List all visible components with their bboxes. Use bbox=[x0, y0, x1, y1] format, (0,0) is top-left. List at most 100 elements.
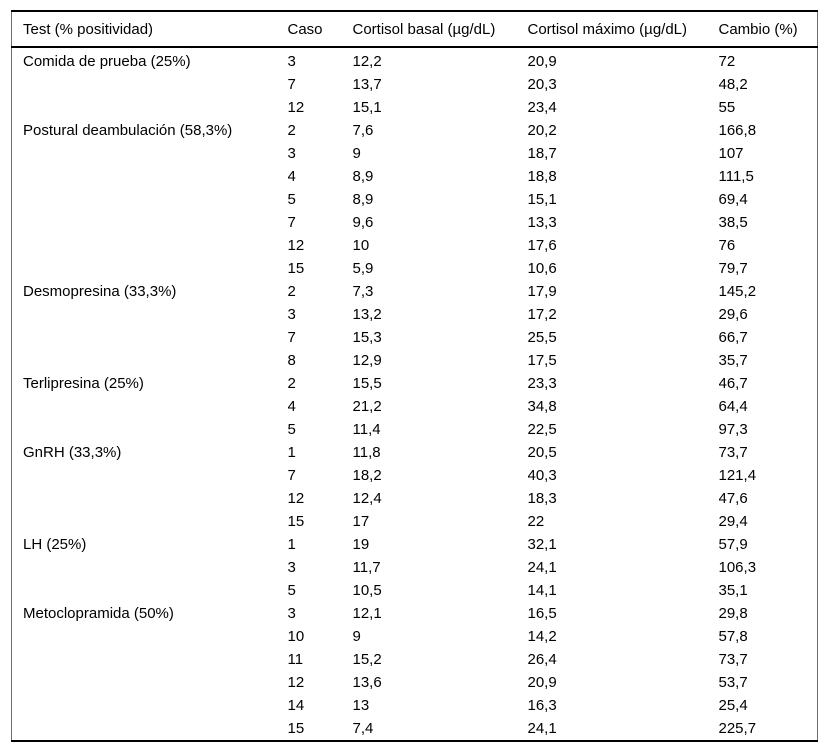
caso-cell: 3 bbox=[287, 306, 296, 323]
table-row: 12 12,4 18,3 47,6 bbox=[12, 487, 818, 510]
test-name-cell bbox=[12, 165, 288, 188]
cortisol-basal-cell: 13 bbox=[352, 697, 370, 714]
caso-cell: 1 bbox=[287, 444, 296, 461]
cortisol-maximo-cell: 18,7 bbox=[527, 145, 557, 162]
table-row: 10 9 14,2 57,8 bbox=[12, 625, 818, 648]
cortisol-maximo-cell: 20,9 bbox=[527, 53, 557, 70]
caso-cell: 4 bbox=[287, 168, 296, 185]
cambio-cell: 38,5 bbox=[718, 214, 748, 231]
test-name-cell bbox=[12, 349, 288, 372]
cortisol-basal-cell: 7,3 bbox=[352, 283, 374, 300]
cortisol-maximo-cell: 20,9 bbox=[527, 674, 557, 691]
cortisol-maximo-cell: 25,5 bbox=[527, 329, 557, 346]
test-name-cell bbox=[12, 234, 288, 257]
caso-cell: 7 bbox=[287, 467, 296, 484]
caso-cell: 3 bbox=[287, 559, 296, 576]
header-caso: Caso bbox=[287, 11, 353, 48]
test-name-cell bbox=[12, 142, 288, 165]
caso-cell: 7 bbox=[287, 76, 296, 93]
table-row: 15 5,9 10,6 79,7 bbox=[12, 257, 818, 280]
table-row: GnRH (33,3%) 1 11,8 20,5 73,7 bbox=[12, 441, 818, 464]
cortisol-maximo-cell: 16,5 bbox=[527, 605, 557, 622]
cortisol-basal-cell: 15,3 bbox=[352, 329, 382, 346]
cortisol-basal-cell: 10 bbox=[352, 237, 370, 254]
test-name-cell: GnRH (33,3%) bbox=[23, 444, 122, 461]
cambio-cell: 72 bbox=[718, 53, 736, 70]
cortisol-basal-cell: 19 bbox=[352, 536, 370, 553]
cortisol-basal-cell: 18,2 bbox=[352, 467, 382, 484]
cortisol-basal-cell: 8,9 bbox=[352, 168, 374, 185]
caso-cell: 3 bbox=[287, 605, 296, 622]
cortisol-maximo-cell: 17,6 bbox=[527, 237, 557, 254]
cortisol-maximo-cell: 13,3 bbox=[527, 214, 557, 231]
cortisol-basal-cell: 13,7 bbox=[352, 76, 382, 93]
cortisol-basal-cell: 5,9 bbox=[352, 260, 374, 277]
table-row: LH (25%) 1 19 32,1 57,9 bbox=[12, 533, 818, 556]
table-row: 4 21,2 34,8 64,4 bbox=[12, 395, 818, 418]
test-name-cell bbox=[12, 326, 288, 349]
cambio-cell: 106,3 bbox=[718, 559, 757, 576]
cortisol-maximo-cell: 14,2 bbox=[527, 628, 557, 645]
cortisol-maximo-cell: 23,3 bbox=[527, 375, 557, 392]
table-row: Terlipresina (25%) 2 15,5 23,3 46,7 bbox=[12, 372, 818, 395]
cambio-cell: 145,2 bbox=[718, 283, 757, 300]
caso-cell: 14 bbox=[287, 697, 305, 714]
cortisol-results-table: Test (% positividad) Caso Cortisol basal… bbox=[11, 10, 818, 742]
cortisol-basal-cell: 12,4 bbox=[352, 490, 382, 507]
cortisol-maximo-cell: 22,5 bbox=[527, 421, 557, 438]
cambio-cell: 97,3 bbox=[718, 421, 748, 438]
test-name-cell bbox=[12, 303, 288, 326]
cambio-cell: 29,8 bbox=[718, 605, 748, 622]
cortisol-basal-cell: 11,8 bbox=[352, 444, 381, 461]
cambio-cell: 35,1 bbox=[718, 582, 748, 599]
cambio-cell: 57,8 bbox=[718, 628, 748, 645]
cambio-cell: 225,7 bbox=[718, 720, 757, 737]
caso-cell: 2 bbox=[287, 375, 296, 392]
table-row: 8 12,9 17,5 35,7 bbox=[12, 349, 818, 372]
cortisol-maximo-cell: 10,6 bbox=[527, 260, 557, 277]
table-row: 12 13,6 20,9 53,7 bbox=[12, 671, 818, 694]
test-name-cell bbox=[12, 418, 288, 441]
cortisol-basal-cell: 11,4 bbox=[352, 421, 381, 438]
cambio-cell: 46,7 bbox=[718, 375, 748, 392]
table-row: 3 13,2 17,2 29,6 bbox=[12, 303, 818, 326]
cambio-cell: 35,7 bbox=[718, 352, 748, 369]
table-row: 12 15,1 23,4 55 bbox=[12, 96, 818, 119]
test-name-cell bbox=[12, 510, 288, 533]
test-name-cell bbox=[12, 717, 288, 741]
cortisol-basal-cell: 17 bbox=[352, 513, 370, 530]
table-row: 7 15,3 25,5 66,7 bbox=[12, 326, 818, 349]
header-cortisol-maximo: Cortisol máximo (µg/dL) bbox=[527, 11, 719, 48]
cambio-cell: 69,4 bbox=[718, 191, 748, 208]
cortisol-maximo-cell: 17,2 bbox=[527, 306, 557, 323]
cortisol-maximo-cell: 17,5 bbox=[527, 352, 557, 369]
test-name-cell: Comida de prueba (25%) bbox=[23, 53, 191, 70]
table-row: 5 10,5 14,1 35,1 bbox=[12, 579, 818, 602]
test-name-cell bbox=[12, 579, 288, 602]
test-name-cell: LH (25%) bbox=[23, 536, 87, 553]
cortisol-basal-cell: 8,9 bbox=[352, 191, 374, 208]
caso-cell: 5 bbox=[287, 191, 296, 208]
cambio-cell: 53,7 bbox=[718, 674, 748, 691]
table-row: 11 15,2 26,4 73,7 bbox=[12, 648, 818, 671]
cortisol-basal-cell: 15,1 bbox=[352, 99, 382, 116]
cambio-cell: 79,7 bbox=[718, 260, 748, 277]
caso-cell: 5 bbox=[287, 582, 296, 599]
test-name-cell bbox=[12, 257, 288, 280]
caso-cell: 12 bbox=[287, 490, 305, 507]
cortisol-maximo-cell: 18,8 bbox=[527, 168, 557, 185]
table-row: 7 18,2 40,3 121,4 bbox=[12, 464, 818, 487]
caso-cell: 2 bbox=[287, 122, 296, 139]
table-row: 14 13 16,3 25,4 bbox=[12, 694, 818, 717]
test-name-cell bbox=[12, 671, 288, 694]
cortisol-basal-cell: 13,6 bbox=[352, 674, 382, 691]
cambio-cell: 73,7 bbox=[718, 651, 748, 668]
test-name-cell: Terlipresina (25%) bbox=[23, 375, 144, 392]
table-row: 15 17 22 29,4 bbox=[12, 510, 818, 533]
table-row: 3 9 18,7 107 bbox=[12, 142, 818, 165]
cortisol-basal-cell: 9 bbox=[352, 145, 361, 162]
caso-cell: 4 bbox=[287, 398, 296, 415]
cortisol-basal-cell: 9,6 bbox=[352, 214, 374, 231]
cortisol-basal-cell: 10,5 bbox=[352, 582, 382, 599]
